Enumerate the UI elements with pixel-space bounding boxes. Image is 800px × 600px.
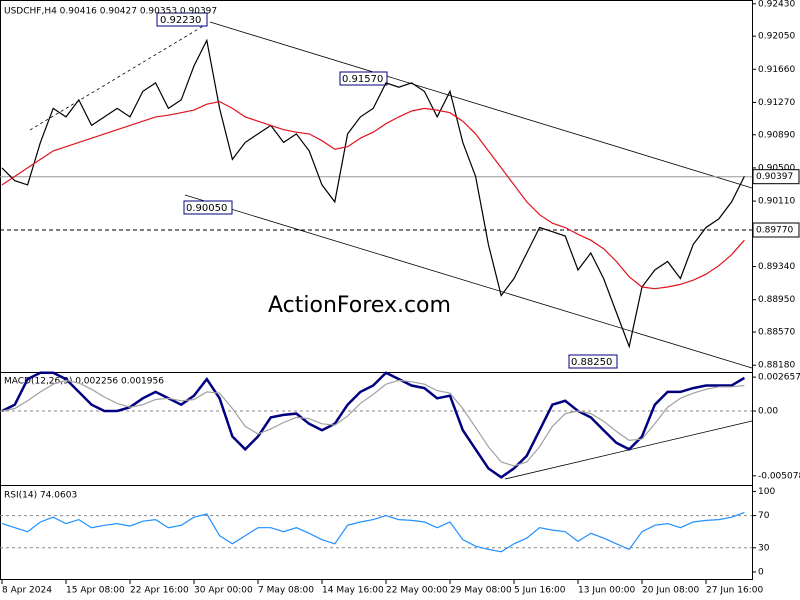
y-tick-label: 0.92430 <box>758 0 795 9</box>
y-tick-label: 0 <box>758 567 764 577</box>
x-tick-label: 15 Apr 08:00 <box>66 586 125 596</box>
series-line <box>1 100 745 290</box>
x-tick-label: 27 Jun 16:00 <box>706 586 763 596</box>
y-tick-label: 0.91270 <box>758 98 795 108</box>
y-tick-label: 0.88180 <box>758 361 795 371</box>
y-tick-label: 70 <box>758 511 770 521</box>
x-tick-label: 14 May 16:00 <box>322 586 384 596</box>
y-tick-label: 30 <box>758 543 770 553</box>
annotation-box <box>156 12 208 27</box>
series-line <box>1 38 745 349</box>
y-tick-label: 0.89340 <box>758 262 795 272</box>
chart-title: USDCHF,H4 0.90416 0.90427 0.90353 0.9039… <box>4 7 217 17</box>
y-tick-label: 0.88570 <box>758 328 795 338</box>
x-tick-label: 13 Jun 00:00 <box>578 586 635 596</box>
x-tick-label: 8 Apr 2024 <box>2 586 52 596</box>
x-tick-label: 20 Jun 08:00 <box>642 586 699 596</box>
annotation: 0.91570 <box>342 74 383 85</box>
x-tick-label: 5 Jun 16:00 <box>514 586 566 596</box>
price-label-box <box>752 169 800 185</box>
panel-title: MACD(12,26,9) 0.002256 0.001956 <box>4 377 164 387</box>
y-tick-label: 0.002657 <box>758 373 800 383</box>
watermark: ActionForex.com <box>268 293 451 318</box>
x-tick-label: 30 Apr 00:00 <box>194 586 253 596</box>
channel-line <box>184 194 753 369</box>
y-tick-label: -0.005078 <box>758 471 800 481</box>
y-tick-label: 0.90890 <box>758 130 795 140</box>
price-label: 0.90397 <box>756 172 793 182</box>
annotation: 0.88250 <box>571 357 612 368</box>
y-tick-label: 0.90500 <box>758 163 795 173</box>
trend-line <box>29 21 211 131</box>
y-tick-label: 0.92050 <box>758 32 795 42</box>
x-tick-label: 29 May 08:00 <box>450 586 512 596</box>
series-line <box>1 371 746 479</box>
series-line <box>1 379 745 467</box>
y-tick-label: 0.90110 <box>758 197 795 207</box>
price-label-box <box>752 222 800 238</box>
frame <box>0 0 753 580</box>
y-tick-label: 0.91660 <box>758 65 795 75</box>
price-label: 0.89770 <box>756 226 793 236</box>
y-tick-label: 100 <box>758 487 775 497</box>
x-tick-label: 22 Apr 16:00 <box>130 586 189 596</box>
panel-title: RSI(14) 74.0603 <box>4 491 77 501</box>
annotation-box <box>339 71 388 86</box>
x-tick-label: 7 May 08:00 <box>258 586 314 596</box>
y-tick-label: 0.00 <box>758 407 778 417</box>
series-line <box>1 511 745 553</box>
annotation-box <box>183 200 233 215</box>
annotation: 0.90050 <box>186 203 227 214</box>
y-tick-label: 0.88950 <box>758 295 795 305</box>
x-tick-label: 22 May 00:00 <box>386 586 448 596</box>
channel-line <box>209 21 753 189</box>
annotation: 0.92230 <box>160 15 201 26</box>
annotation-box <box>568 354 618 369</box>
